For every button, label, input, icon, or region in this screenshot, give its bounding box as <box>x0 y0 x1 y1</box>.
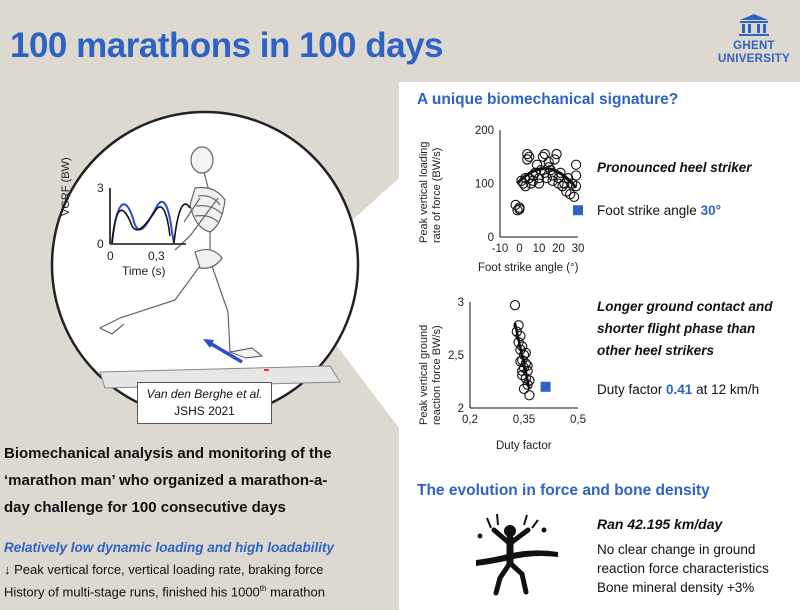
chart1-highlight-marker <box>573 205 583 216</box>
chart1-data-point <box>524 151 535 162</box>
section2-title: The evolution in force and bone density <box>417 482 710 499</box>
vgrf-mini-chart <box>109 188 191 245</box>
chart2-data-point <box>524 390 535 401</box>
chart2-ylabel: Peak vertical ground reaction force BW/s… <box>418 324 443 425</box>
chart1-xtick-label: 0 <box>516 243 522 255</box>
loading-subtitle: Relatively low dynamic loading and high … <box>4 540 335 555</box>
chart1-ytick-label: 0 <box>488 232 494 244</box>
chart1-xtick-label: -10 <box>492 243 509 255</box>
chart2-ytick-label: 3 <box>458 297 464 309</box>
citation-journal: JSHS 2021 <box>174 404 235 418</box>
chart1-data-point <box>514 204 525 215</box>
chart1-data-point <box>549 154 560 165</box>
chart2-data-point <box>513 320 524 331</box>
chart1-ytick-label: 200 <box>475 125 494 137</box>
chart2-data-point <box>515 356 526 367</box>
chart1-data-point <box>547 175 558 186</box>
chart1-data-point <box>526 178 537 189</box>
chart2-data-point <box>517 365 528 377</box>
chart2-fit-line <box>513 322 531 390</box>
chart1-ylabel: Peak vertical loading rate of force (BW/… <box>418 141 443 243</box>
chart1-fit-line <box>516 166 578 189</box>
chart1-xtick-label: 20 <box>552 243 565 255</box>
chart1-data-point <box>570 181 582 192</box>
finding2-title: Longer ground contact and shorter flight… <box>597 299 773 358</box>
logo-line2: UNIVERSITY <box>717 53 790 65</box>
chart1-data-point <box>551 148 562 160</box>
chart1-ytick-label: 100 <box>475 179 494 191</box>
citation-authors: Van den Berghe et al. <box>146 387 263 401</box>
chart1-data-point <box>541 173 552 184</box>
vgrf-xlabel: Time (s) <box>122 264 166 278</box>
vgrf-xtick-03: 0,3 <box>148 249 165 263</box>
chart1-data-point <box>555 167 566 178</box>
vgrf-xtick-0: 0 <box>107 249 114 263</box>
loading-line-1: ↓ Peak vertical force, vertical loading … <box>4 562 324 577</box>
findings-panel <box>399 82 800 610</box>
vgrf-ytick-3: 3 <box>97 181 104 195</box>
chart1-xtick-label: 10 <box>533 243 546 255</box>
description-line-2: ‘marathon man’ who organized a marathon-… <box>4 472 328 489</box>
chart1-data-point <box>570 159 582 170</box>
ran-distance: Ran 42.195 km/day <box>597 516 723 532</box>
finish-line-runner-icon <box>476 513 558 596</box>
chart1-data-point <box>570 170 582 181</box>
citation-box: Van den Berghe et al. JSHS 2021 <box>137 382 272 424</box>
chart1-data-point <box>533 173 545 184</box>
finding1-value: Foot strike angle 30° <box>597 203 721 218</box>
description-line-3: day challenge for 100 consecutive days <box>4 499 286 516</box>
chart1-data-point <box>527 175 539 186</box>
vgrf-ytick-0: 0 <box>97 237 104 251</box>
chart1-data-point <box>539 148 550 160</box>
study-description: Biomechanical analysis and monitoring of… <box>4 440 332 521</box>
evolution-findings: No clear change in ground reaction force… <box>597 542 769 595</box>
chart1-data-point <box>559 178 570 189</box>
chart2-xtick-label: 0,35 <box>513 414 535 426</box>
chart1-data-point <box>563 173 574 184</box>
chart1-data-point <box>512 205 523 216</box>
chart1-data-point <box>522 154 533 165</box>
chart1-xlabel: Foot strike angle (°) <box>478 262 579 274</box>
chart2-xtick-label: 0,2 <box>462 414 478 426</box>
chart1-data-point <box>568 191 580 203</box>
chart2-xlabel: Duty factor <box>496 440 552 452</box>
chart2-data-point <box>515 330 526 342</box>
skeleton-runner <box>98 146 264 359</box>
chart2-highlight-marker <box>540 381 551 392</box>
logo-line1: GHENT <box>733 40 775 52</box>
ghent-university-logo: GHENT UNIVERSITY <box>713 13 795 66</box>
duty-factor-scatter-chart: 3 2,5 20,2 0,35 0,5 <box>448 297 586 426</box>
chart1-data-point <box>533 178 545 189</box>
page-title: 100 marathons in 100 days <box>10 26 444 65</box>
chart1-data-point <box>522 148 533 160</box>
chart2-data-point <box>509 300 521 311</box>
chart2-ytick-label: 2 <box>458 403 464 415</box>
section1-title: A unique biomechanical signature? <box>417 91 679 108</box>
description-line-1: Biomechanical analysis and monitoring of… <box>4 445 332 462</box>
chart1-data-point <box>557 181 568 192</box>
university-building-icon <box>739 14 769 36</box>
loading-line-2: History of multi-stage runs, finished hi… <box>4 584 326 600</box>
vgrf-ylabel: VGRF (BW) <box>60 157 72 216</box>
chart1-xtick-label: 30 <box>572 243 585 255</box>
chart2-ytick-label: 2,5 <box>448 350 464 362</box>
chart1-data-point <box>543 156 554 168</box>
chart1-data-point <box>520 181 531 192</box>
finding2-value: Duty factor 0.41 at 12 km/h <box>597 382 760 397</box>
chart2-xtick-label: 0,5 <box>570 414 586 426</box>
finding1-title: Pronounced heel striker <box>597 160 752 175</box>
chart1-data-point <box>537 151 549 162</box>
